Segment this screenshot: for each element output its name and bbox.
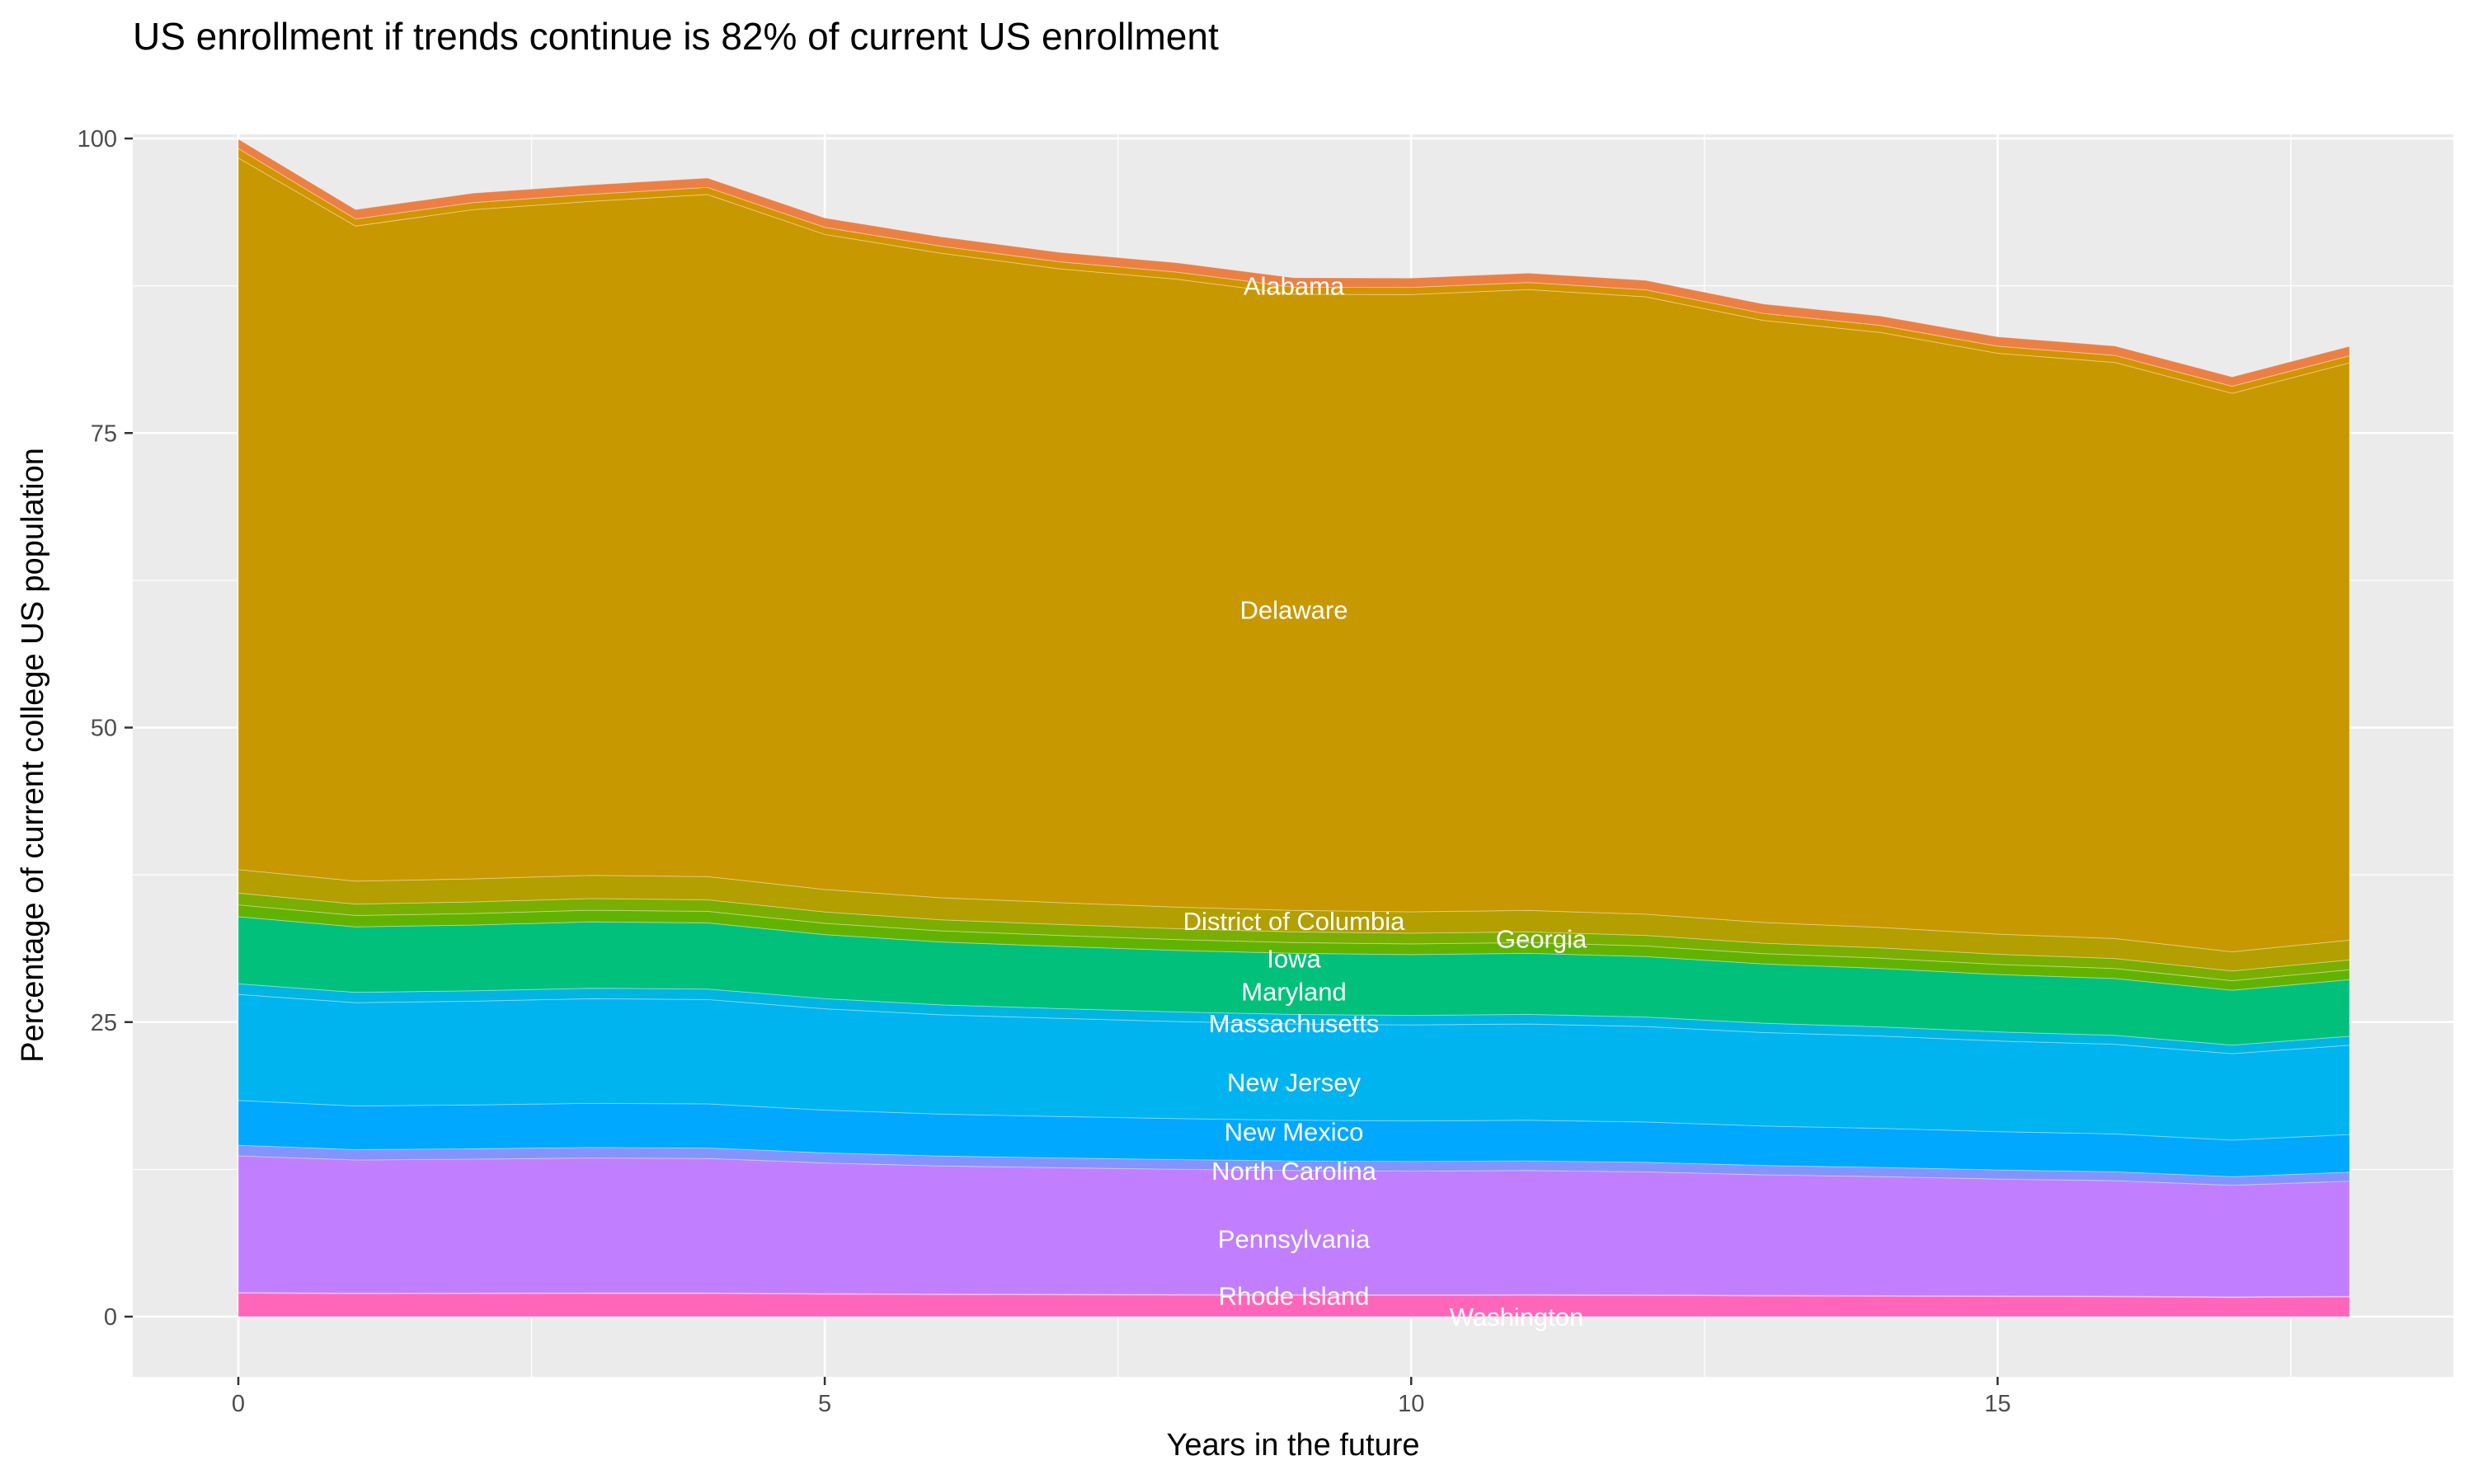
area-washington: [238, 1292, 2350, 1317]
x-tick-label: 15: [1984, 1391, 2011, 1417]
x-tick-label: 5: [818, 1391, 831, 1417]
x-tick-label: 10: [1398, 1391, 1424, 1417]
area-label: North Carolina: [1211, 1157, 1377, 1186]
area-label: Pennsylvania: [1218, 1225, 1371, 1254]
area-label: Georgia: [1496, 924, 1587, 953]
area-label: Massachusetts: [1209, 1009, 1380, 1038]
area-label: Washington: [1450, 1303, 1584, 1331]
area-label: Maryland: [1241, 978, 1347, 1007]
area-label: Rhode Island: [1219, 1281, 1370, 1310]
y-tick-label: 100: [78, 126, 117, 153]
area-new-jersey: [238, 993, 2350, 1141]
y-axis-title: Percentage of current college US populat…: [16, 448, 50, 1063]
area-series-12: [238, 148, 2350, 394]
axes: 0 5 10 15 0 25 50 75 100: [78, 126, 2011, 1417]
area-alabama: [238, 138, 2350, 387]
area-delaware: [238, 157, 2350, 952]
area-label: New Jersey: [1227, 1068, 1361, 1097]
area-label: Iowa: [1267, 945, 1321, 974]
areas: [238, 138, 2350, 1317]
area-label: Alabama: [1244, 272, 1345, 301]
y-tick-label: 50: [91, 716, 117, 742]
x-axis-title: Years in the future: [1166, 1428, 1419, 1463]
area-labels: Alabama Delaware District of Columbia Georg…: [1183, 272, 1587, 1331]
y-tick-label: 0: [104, 1304, 117, 1331]
area-north-carolina: [238, 1144, 2350, 1186]
x-tick-label: 0: [232, 1391, 245, 1417]
chart-title: US enrollment if trends continue is 82% …: [133, 15, 1219, 58]
area-iowa: [238, 904, 2350, 991]
area-maryland: [238, 916, 2350, 1046]
area-label: Delaware: [1240, 596, 1348, 625]
area-label: New Mexico: [1225, 1118, 1364, 1147]
y-tick-label: 25: [91, 1010, 117, 1036]
area-massachusetts: [238, 983, 2350, 1054]
y-tick-label: 75: [91, 420, 117, 447]
area-label: District of Columbia: [1183, 907, 1405, 936]
